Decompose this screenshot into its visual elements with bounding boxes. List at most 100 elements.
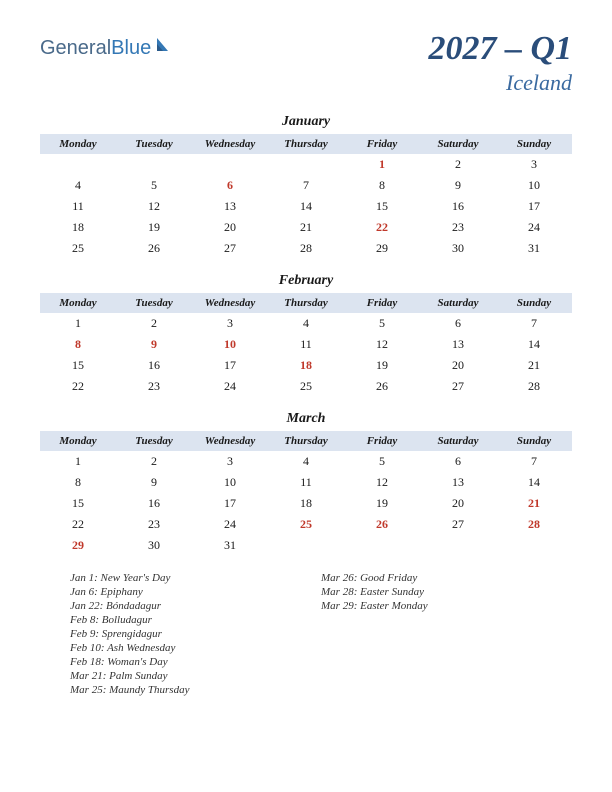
calendar-cell: 11 bbox=[40, 196, 116, 217]
calendar-cell: 8 bbox=[40, 472, 116, 493]
calendar-cell bbox=[420, 535, 496, 556]
calendar-cell: 27 bbox=[420, 376, 496, 397]
calendar-cell: 3 bbox=[192, 451, 268, 472]
holiday-entry: Jan 22: Bóndadagur bbox=[70, 600, 321, 612]
month-block: MarchMondayTuesdayWednesdayThursdayFrida… bbox=[40, 411, 572, 556]
holidays-col-1: Jan 1: New Year's DayJan 6: EpiphanyJan … bbox=[70, 572, 321, 698]
calendar-cell: 8 bbox=[344, 175, 420, 196]
calendar-cell: 20 bbox=[420, 355, 496, 376]
calendar-cell: 16 bbox=[420, 196, 496, 217]
day-header: Sunday bbox=[496, 134, 572, 154]
country: Iceland bbox=[428, 70, 572, 96]
calendar-cell: 12 bbox=[116, 196, 192, 217]
logo-sail-icon bbox=[154, 36, 172, 60]
header: GeneralBlue 2027 – Q1 Iceland bbox=[40, 30, 572, 96]
calendar-cell: 15 bbox=[40, 355, 116, 376]
calendar-cell: 5 bbox=[344, 313, 420, 334]
calendar-table: MondayTuesdayWednesdayThursdayFridaySatu… bbox=[40, 293, 572, 397]
calendar-cell: 14 bbox=[496, 334, 572, 355]
calendar-cell: 15 bbox=[344, 196, 420, 217]
calendar-cell: 28 bbox=[496, 376, 572, 397]
calendar-cell: 25 bbox=[40, 238, 116, 259]
calendar-cell: 31 bbox=[496, 238, 572, 259]
day-header: Thursday bbox=[268, 134, 344, 154]
day-header: Saturday bbox=[420, 293, 496, 313]
calendar-cell bbox=[192, 154, 268, 175]
calendar-cell: 15 bbox=[40, 493, 116, 514]
day-header: Friday bbox=[344, 293, 420, 313]
calendar-cell: 6 bbox=[192, 175, 268, 196]
day-header: Friday bbox=[344, 431, 420, 451]
holiday-entry: Mar 26: Good Friday bbox=[321, 572, 572, 584]
calendar-cell: 4 bbox=[40, 175, 116, 196]
holiday-entry: Mar 25: Maundy Thursday bbox=[70, 684, 321, 696]
day-header: Saturday bbox=[420, 431, 496, 451]
calendar-cell: 17 bbox=[192, 493, 268, 514]
year-quarter: 2027 – Q1 bbox=[428, 30, 572, 68]
calendar-cell: 2 bbox=[116, 313, 192, 334]
day-header: Thursday bbox=[268, 431, 344, 451]
calendar-cell: 27 bbox=[420, 514, 496, 535]
day-header: Sunday bbox=[496, 431, 572, 451]
calendar-cell: 3 bbox=[192, 313, 268, 334]
calendar-table: MondayTuesdayWednesdayThursdayFridaySatu… bbox=[40, 134, 572, 259]
calendar-cell: 20 bbox=[192, 217, 268, 238]
calendar-cell: 29 bbox=[344, 238, 420, 259]
calendar-cell: 9 bbox=[116, 334, 192, 355]
calendar-cell: 10 bbox=[192, 472, 268, 493]
calendar-cell: 27 bbox=[192, 238, 268, 259]
calendar-cell: 17 bbox=[496, 196, 572, 217]
month-name: February bbox=[40, 273, 572, 289]
calendar-cell: 19 bbox=[344, 355, 420, 376]
calendar-cell: 12 bbox=[344, 472, 420, 493]
calendar-cell: 8 bbox=[40, 334, 116, 355]
calendar-cell: 1 bbox=[40, 451, 116, 472]
calendar-cell: 28 bbox=[496, 514, 572, 535]
calendar-cell: 3 bbox=[496, 154, 572, 175]
calendar-cell: 11 bbox=[268, 472, 344, 493]
month-block: February MondayTuesdayWednesdayThursdayFr… bbox=[40, 273, 572, 397]
logo-text-general: General bbox=[40, 37, 111, 60]
calendar-cell: 31 bbox=[192, 535, 268, 556]
month-block: JanuaryMondayTuesdayWednesdayThursdayFri… bbox=[40, 114, 572, 259]
calendar-cell: 23 bbox=[420, 217, 496, 238]
calendar-cell: 25 bbox=[268, 376, 344, 397]
calendar-cell: 7 bbox=[268, 175, 344, 196]
calendar-cell: 20 bbox=[420, 493, 496, 514]
day-header: Friday bbox=[344, 134, 420, 154]
holiday-entry: Feb 18: Woman's Day bbox=[70, 656, 321, 668]
calendar-row: 11121314151617 bbox=[40, 196, 572, 217]
calendar-cell: 26 bbox=[116, 238, 192, 259]
calendar-row: 891011121314 bbox=[40, 472, 572, 493]
calendar-cell: 19 bbox=[116, 217, 192, 238]
holiday-entry: Feb 9: Sprengidagur bbox=[70, 628, 321, 640]
calendar-row: 45678910 bbox=[40, 175, 572, 196]
day-header: Monday bbox=[40, 293, 116, 313]
day-header: Wednesday bbox=[192, 431, 268, 451]
holidays-col-2: Mar 26: Good FridayMar 28: Easter Sunday… bbox=[321, 572, 572, 698]
calendar-cell: 16 bbox=[116, 493, 192, 514]
calendar-cell bbox=[116, 154, 192, 175]
calendar-cell bbox=[268, 535, 344, 556]
calendar-cell: 12 bbox=[344, 334, 420, 355]
calendar-cell: 24 bbox=[192, 376, 268, 397]
calendar-cell: 17 bbox=[192, 355, 268, 376]
calendar-cell: 10 bbox=[192, 334, 268, 355]
calendar-cell: 4 bbox=[268, 451, 344, 472]
calendar-row: 1234567 bbox=[40, 451, 572, 472]
logo-text-blue: Blue bbox=[111, 37, 151, 60]
calendar-cell: 16 bbox=[116, 355, 192, 376]
calendar-cell bbox=[268, 154, 344, 175]
calendar-cell: 18 bbox=[268, 493, 344, 514]
calendar-cell: 1 bbox=[40, 313, 116, 334]
day-header: Saturday bbox=[420, 134, 496, 154]
calendar-cell: 5 bbox=[116, 175, 192, 196]
calendar-cell: 28 bbox=[268, 238, 344, 259]
day-header: Monday bbox=[40, 431, 116, 451]
calendar-cell: 21 bbox=[268, 217, 344, 238]
calendar-row: 15161718192021 bbox=[40, 355, 572, 376]
calendar-cell: 21 bbox=[496, 355, 572, 376]
day-header: Tuesday bbox=[116, 431, 192, 451]
calendar-cell: 7 bbox=[496, 313, 572, 334]
calendar-row: 15161718192021 bbox=[40, 493, 572, 514]
